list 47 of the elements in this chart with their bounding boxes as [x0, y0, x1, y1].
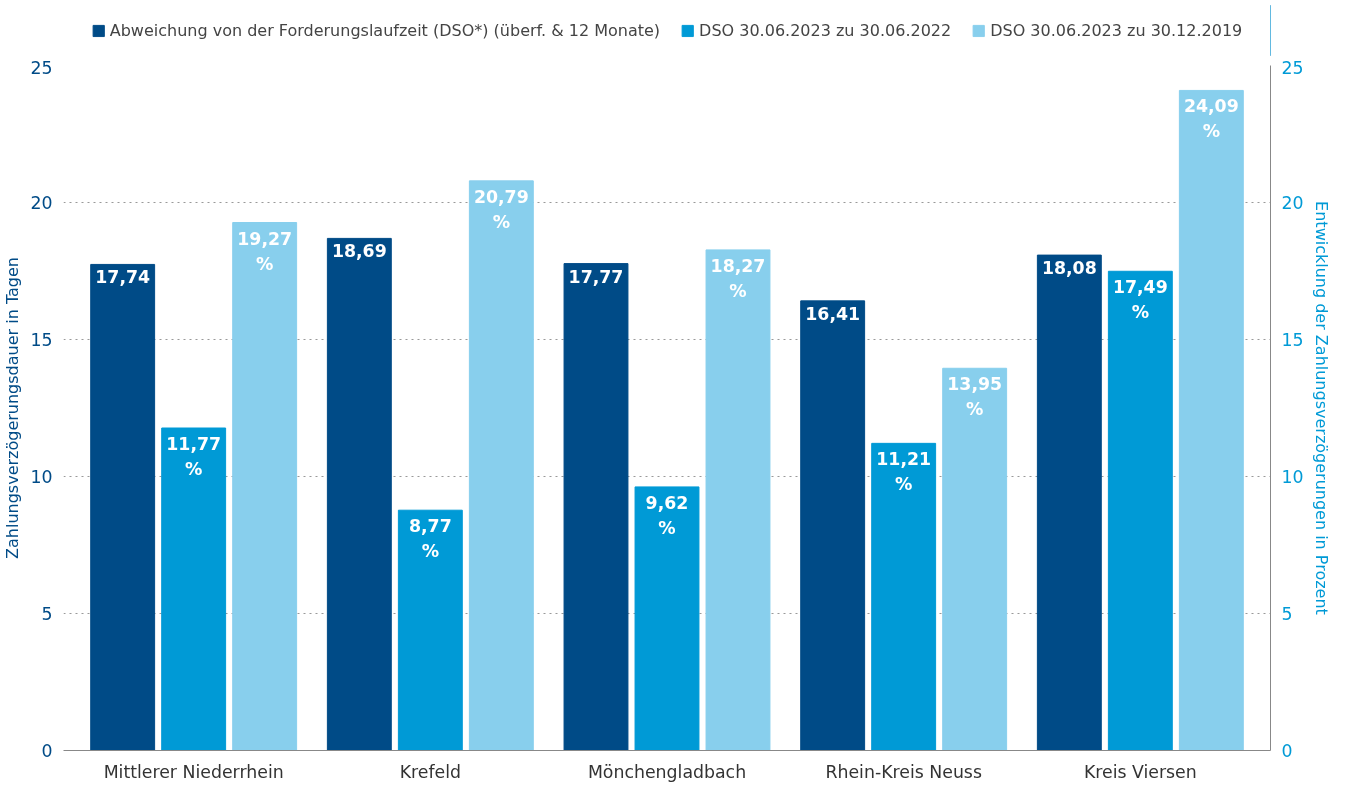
bar: [161, 427, 227, 751]
y2-tick-label: 25: [1281, 57, 1304, 78]
bar: [1107, 270, 1173, 751]
data-label: 11,77 %: [166, 434, 222, 479]
data-label: 17,77: [568, 266, 624, 287]
data-label: 8,77 %: [408, 516, 452, 562]
legend-label: DSO 30.06.2023 zu 30.06.2022: [699, 20, 952, 40]
data-label: 13,95 %: [947, 374, 1003, 420]
data-label: 24,09 %: [1183, 96, 1239, 142]
data-label: 11,21 %: [876, 449, 932, 495]
y2-axis-title: Entwicklung der Zahlungsverzögerungen in Prozent: [1311, 201, 1331, 615]
y2-tick-label: 5: [1281, 604, 1293, 624]
data-label: 17,49 %: [1112, 277, 1168, 323]
y-tick-label: 25: [30, 57, 53, 78]
bar: [871, 442, 937, 751]
bar: [942, 367, 1008, 751]
bar: [634, 486, 700, 751]
data-label: 18,08: [1041, 258, 1097, 279]
x-tick-label: Rhein-Kreis Neuss: [825, 761, 982, 782]
y-tick-label: 10: [30, 467, 53, 487]
data-label: 20,79 %: [473, 186, 529, 232]
y2-tick-label: 0: [1281, 741, 1293, 761]
y2-tick-label: 15: [1281, 330, 1304, 350]
data-label: 18,27 %: [710, 255, 766, 301]
data-label: 17,74: [95, 267, 151, 288]
y2-tick-label: 20: [1281, 193, 1304, 213]
x-tick-label: Mönchengladbach: [587, 761, 747, 782]
data-label: 16,41: [805, 303, 861, 324]
y-tick-label: 15: [30, 330, 53, 350]
x-tick-label: Krefeld: [399, 761, 462, 782]
data-label: 19,27 %: [237, 228, 293, 274]
data-label: 9,62 %: [645, 492, 689, 538]
data-label: 18,69: [331, 241, 387, 262]
bar: [705, 249, 771, 751]
y-tick-label: 20: [30, 193, 53, 213]
y-axis-title: Zahlungsverzögerungsdauer in Tagen: [3, 257, 23, 559]
x-tick-label: Kreis Viersen: [1083, 761, 1197, 782]
y2-tick-label: 10: [1281, 467, 1304, 487]
bar: [468, 180, 534, 751]
y-tick-label: 0: [41, 741, 53, 761]
bar: [1178, 89, 1244, 751]
bar: [397, 509, 463, 751]
y-tick-label: 5: [41, 604, 53, 624]
legend-label: Abweichung von der Forderungslaufzeit (DSO*) (überf. & 12 Monate): [109, 20, 661, 40]
x-tick-label: Mittlerer Niederrhein: [103, 761, 284, 782]
bar: [232, 222, 298, 751]
legend-label: DSO 30.06.2023 zu 30.12.2019: [990, 20, 1243, 40]
